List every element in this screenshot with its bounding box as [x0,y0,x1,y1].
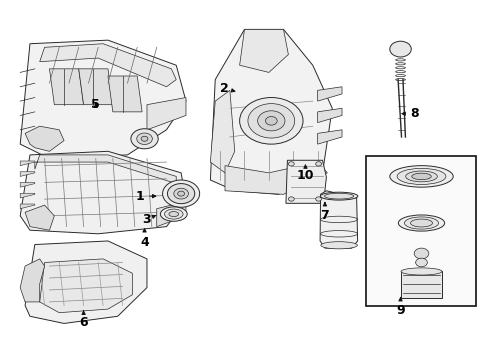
Polygon shape [35,155,176,184]
Circle shape [131,129,158,149]
Polygon shape [317,130,341,144]
Text: 5: 5 [91,98,100,111]
Text: 7: 7 [320,203,328,222]
Ellipse shape [410,219,431,227]
Circle shape [239,98,303,144]
Circle shape [177,191,184,196]
Ellipse shape [389,166,452,187]
Polygon shape [20,259,44,302]
Ellipse shape [396,168,445,184]
Circle shape [247,104,294,138]
Polygon shape [210,90,234,173]
Bar [400,271,441,298]
Polygon shape [285,160,326,203]
Circle shape [265,117,277,125]
Polygon shape [20,40,185,158]
Ellipse shape [404,217,438,229]
Text: 4: 4 [140,229,149,249]
Circle shape [288,162,294,166]
Ellipse shape [411,173,430,180]
Polygon shape [40,44,176,87]
Polygon shape [49,69,83,105]
Circle shape [257,111,285,131]
Circle shape [288,197,294,201]
Polygon shape [20,151,185,234]
Polygon shape [20,172,35,176]
Polygon shape [210,30,331,194]
Circle shape [167,184,194,204]
Ellipse shape [168,212,178,217]
Polygon shape [20,193,35,198]
Text: 8: 8 [401,107,418,120]
Polygon shape [25,126,64,151]
Ellipse shape [400,268,441,275]
Circle shape [415,258,427,267]
Bar [366,156,475,306]
Ellipse shape [160,207,187,221]
Circle shape [137,133,152,144]
Circle shape [315,197,321,201]
Polygon shape [40,259,132,313]
Ellipse shape [320,242,357,249]
Ellipse shape [398,215,444,231]
Polygon shape [20,183,35,187]
Ellipse shape [320,192,357,200]
Circle shape [315,162,321,166]
Circle shape [389,41,410,57]
Text: 1: 1 [136,190,156,203]
Text: 10: 10 [296,165,314,182]
Polygon shape [317,87,341,101]
Text: 2: 2 [219,82,234,95]
Polygon shape [317,108,341,123]
Ellipse shape [405,171,436,182]
Polygon shape [25,241,147,323]
Polygon shape [157,202,185,226]
Ellipse shape [164,209,183,219]
Polygon shape [239,30,288,72]
Polygon shape [79,69,113,105]
Polygon shape [320,191,357,248]
Circle shape [162,180,199,207]
Polygon shape [108,76,142,112]
Polygon shape [20,204,35,209]
Text: 3: 3 [142,213,156,226]
Polygon shape [147,98,185,130]
Circle shape [173,188,188,199]
Circle shape [413,248,428,259]
Text: 6: 6 [79,311,88,329]
Ellipse shape [324,193,353,199]
Text: 9: 9 [395,298,404,317]
Polygon shape [20,161,35,166]
Circle shape [141,136,148,141]
Polygon shape [25,205,54,230]
Polygon shape [224,162,327,194]
